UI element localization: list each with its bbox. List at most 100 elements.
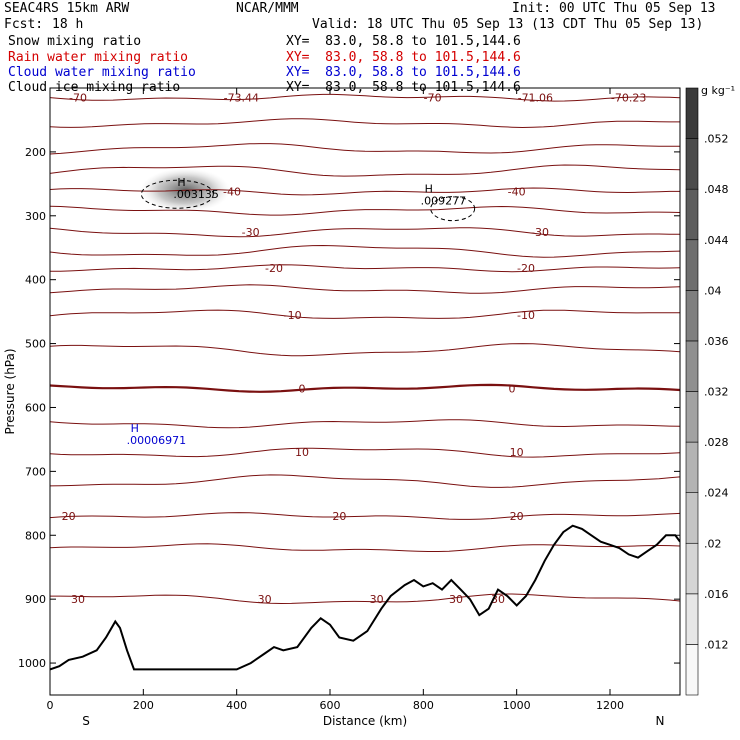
- colorbar-segment: [685, 188, 699, 241]
- colorbar-segment: [685, 441, 699, 493]
- model-title: SEAC4RS 15km ARW: [4, 1, 130, 16]
- colorbar-tick-label: .016: [704, 588, 729, 601]
- x-tick-label: 400: [226, 699, 247, 712]
- temperature-contour: [50, 343, 680, 357]
- colorbar-segment: [685, 138, 699, 190]
- temperature-contour: [50, 383, 680, 393]
- colorbar-tick-label: .024: [704, 487, 729, 500]
- temperature-contour: [50, 118, 680, 129]
- temperature-contour: [50, 205, 680, 216]
- contour-label: -40: [223, 186, 241, 199]
- y-tick-label: 300: [25, 210, 46, 223]
- contour-label: -30: [242, 226, 260, 239]
- temperature-contour: [50, 593, 680, 605]
- contour-label: -71.06: [518, 92, 553, 105]
- colorbar-segment: [685, 492, 699, 544]
- y-tick-label: 200: [25, 146, 46, 159]
- temperature-contour: [50, 143, 680, 155]
- x-tick-label: 1000: [503, 699, 531, 712]
- temperature-contour: [50, 264, 680, 273]
- temperature-contour: [50, 187, 680, 196]
- colorbar-tick-label: .048: [704, 183, 729, 196]
- temperature-contour: [50, 227, 680, 238]
- y-tick-label: 400: [25, 274, 46, 287]
- temperature-contour: [50, 512, 680, 520]
- mixing-ratio-contour: [430, 196, 476, 222]
- colorbar-segment: [685, 239, 699, 291]
- maximum-marker: H: [131, 422, 139, 435]
- temperature-contour: [50, 419, 680, 429]
- maximum-marker: H: [425, 183, 433, 196]
- x-tick-label: 0: [47, 699, 54, 712]
- contour-label: 20: [510, 510, 524, 523]
- temperature-contour: [50, 284, 680, 294]
- field-cloudwater-name: Cloud water mixing ratio: [8, 65, 196, 80]
- forecast-hours: 18 h: [52, 17, 84, 32]
- north-end-label: N: [656, 714, 665, 728]
- contour-label: -70.23: [611, 92, 646, 105]
- y-tick-label: 900: [25, 593, 46, 606]
- contour-label: -70: [69, 92, 87, 105]
- field-rain-name: Rain water mixing ratio: [8, 50, 189, 65]
- axes: 0 200 400 600 800 1000 12002003004005006007008…: [3, 88, 680, 728]
- maximum-marker: H: [177, 176, 185, 189]
- mixing-ratio-contour: [140, 179, 214, 209]
- y-axis-label: Pressure (hPa): [3, 348, 17, 434]
- contour-label: 0: [299, 382, 306, 395]
- colorbar-segment: [685, 87, 699, 139]
- colorbar-segment: [685, 391, 699, 443]
- contour-label: 10: [510, 446, 524, 459]
- colorbar-segment: [685, 644, 699, 696]
- x-tick-label: 800: [413, 699, 434, 712]
- terrain-line: [50, 524, 680, 671]
- colorbar-tick-label: .036: [704, 335, 729, 348]
- temperature-contour: [50, 244, 680, 258]
- plot-area: -70 -73.44 -70 -71.06 -70.23 -40 -40 -30 -30 -20 -…: [50, 92, 680, 671]
- temperature-contour: [50, 309, 680, 319]
- temperature-contour: [50, 447, 680, 458]
- colorbar-segment: [685, 593, 699, 645]
- contour-label: 30: [449, 593, 463, 606]
- y-tick-label: 600: [25, 401, 46, 414]
- south-end-label: S: [82, 714, 90, 728]
- colorbar-tick-label: .052: [704, 133, 729, 146]
- colorbar-segment: [685, 290, 699, 342]
- colorbar-tick-label: .028: [704, 436, 729, 449]
- contour-label: -10: [284, 309, 302, 322]
- temperature-contour: [50, 93, 680, 102]
- colorbar-tick-label: .04: [704, 284, 722, 297]
- contour-label: -73.44: [224, 92, 259, 105]
- contour-label: -40: [508, 186, 526, 199]
- y-tick-label: 1000: [18, 657, 46, 670]
- field-cloudwater-xy: XY= 83.0, 58.8 to 101.5,144.6: [286, 65, 521, 80]
- contour-label: 20: [332, 510, 346, 523]
- colorbar: .012 .016 .02 .024 .028 .032 .036 .04 .044 .048 .0…: [685, 84, 735, 696]
- maximum-value: .003135: [173, 188, 219, 201]
- contour-label: 10: [295, 446, 309, 459]
- contour-label: 30: [258, 593, 272, 606]
- temperature-contour: [50, 164, 680, 177]
- field-snow-xy: XY= 83.0, 58.8 to 101.5,144.6: [286, 34, 521, 49]
- x-tick-label: 600: [320, 699, 341, 712]
- contour-label: -30: [531, 226, 549, 239]
- colorbar-segment: [685, 542, 699, 595]
- contour-label: 20: [62, 510, 76, 523]
- colorbar-segment: [685, 340, 699, 392]
- colorbar-tick-label: .012: [704, 638, 729, 651]
- x-tick-label: 200: [133, 699, 154, 712]
- colorbar-tick-label: .032: [704, 386, 729, 399]
- contour-label: 0: [509, 382, 516, 395]
- init-time: Init: 00 UTC Thu 05 Sep 13: [512, 1, 716, 16]
- plot-frame: [49, 87, 681, 696]
- contour-label: -10: [517, 309, 535, 322]
- temperature-contour: [50, 474, 680, 488]
- contour-label: 30: [370, 593, 384, 606]
- contour-label: -70: [424, 92, 442, 105]
- contour-label: 30: [71, 593, 85, 606]
- colorbar-tick-label: .02: [704, 537, 722, 550]
- organization: NCAR/MMM: [236, 1, 299, 16]
- contour-label: -20: [265, 262, 283, 275]
- y-tick-label: 500: [25, 338, 46, 351]
- x-axis-label: Distance (km): [323, 714, 407, 728]
